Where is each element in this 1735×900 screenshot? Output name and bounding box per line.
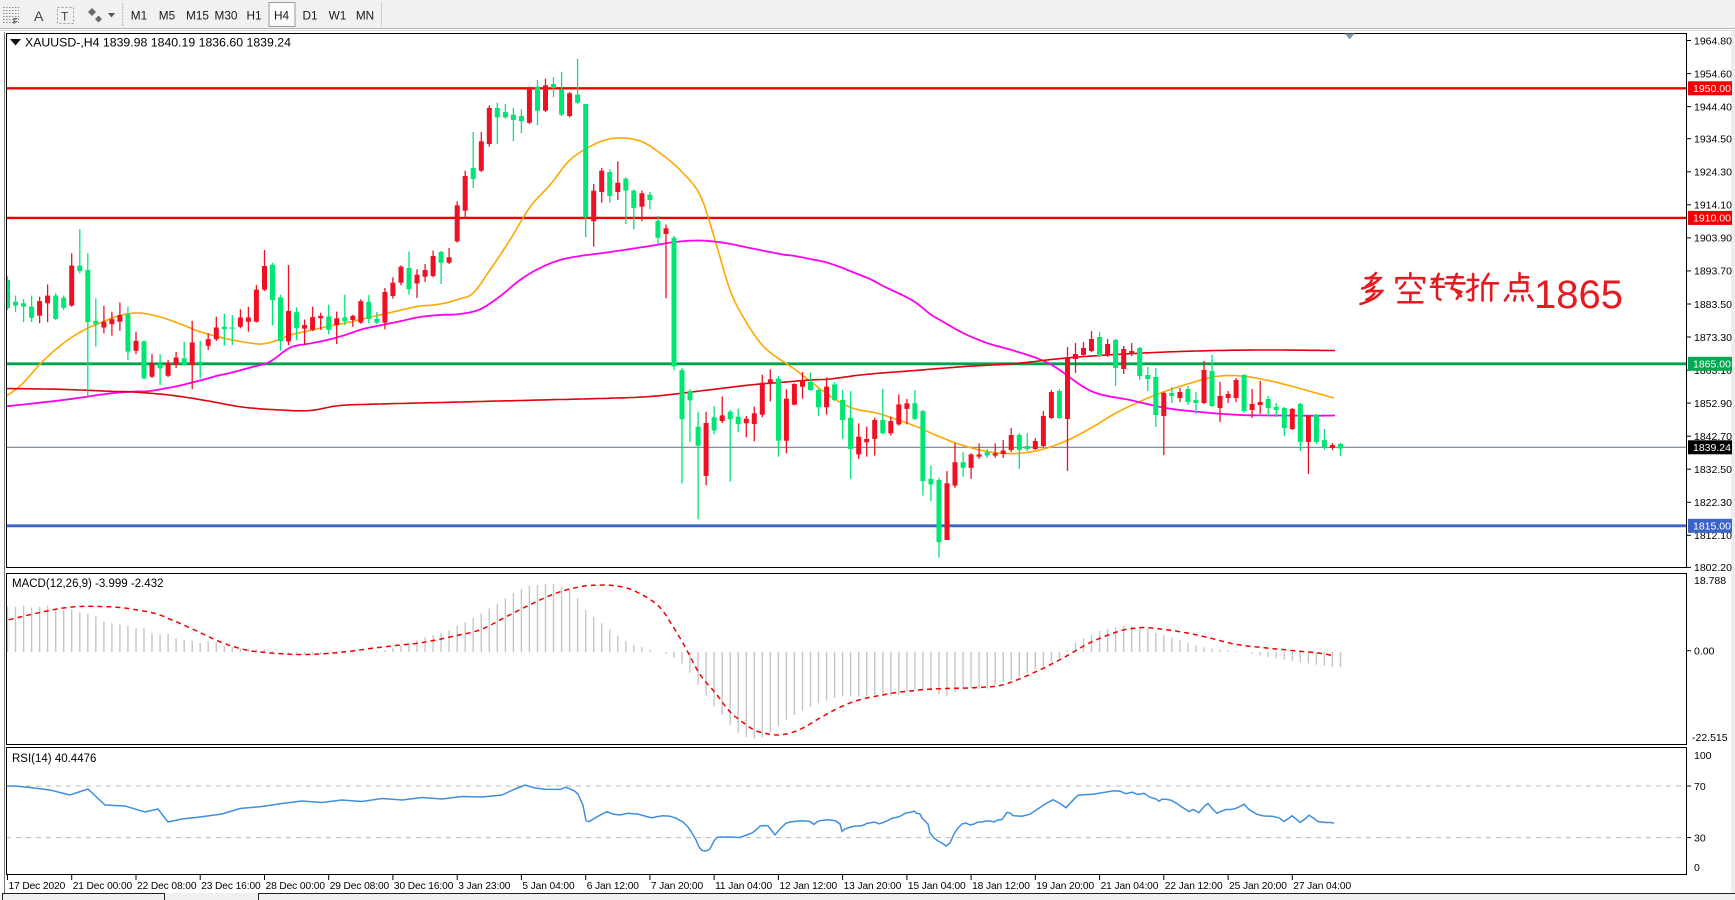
svg-text:W1: W1: [329, 9, 347, 23]
svg-text:30: 30: [1694, 832, 1706, 844]
svg-text:1964.80: 1964.80: [1694, 35, 1732, 47]
svg-text:M1: M1: [131, 9, 147, 23]
svg-text:70: 70: [1694, 781, 1706, 793]
svg-text:T: T: [61, 10, 69, 24]
svg-text:M30: M30: [215, 9, 238, 23]
svg-text:M15: M15: [186, 9, 209, 23]
svg-text:22 Dec 08:00: 22 Dec 08:00: [137, 881, 197, 892]
svg-text:1950.00: 1950.00: [1693, 83, 1731, 95]
svg-text:18.788: 18.788: [1694, 575, 1726, 587]
svg-text:-22.515: -22.515: [1692, 732, 1728, 744]
svg-text:1852.90: 1852.90: [1694, 398, 1732, 410]
svg-text:19 Jan 20:00: 19 Jan 20:00: [1036, 881, 1094, 892]
svg-text:21 Dec 00:00: 21 Dec 00:00: [73, 881, 133, 892]
svg-text:21 Jan 04:00: 21 Jan 04:00: [1101, 881, 1159, 892]
svg-text:18 Jan 12:00: 18 Jan 12:00: [972, 881, 1030, 892]
svg-text:30 Dec 16:00: 30 Dec 16:00: [394, 881, 454, 892]
svg-text:D1: D1: [302, 9, 317, 23]
svg-text:1954.60: 1954.60: [1694, 68, 1732, 80]
svg-text:1822.30: 1822.30: [1694, 497, 1732, 509]
svg-text:1842.70: 1842.70: [1694, 431, 1732, 443]
svg-text:1934.50: 1934.50: [1694, 134, 1732, 146]
svg-text:MACD(12,26,9) -3.999 -2.432: MACD(12,26,9) -3.999 -2.432: [12, 578, 164, 590]
svg-text:3 Jan 23:00: 3 Jan 23:00: [458, 881, 511, 892]
svg-text:29 Dec 08:00: 29 Dec 08:00: [330, 881, 390, 892]
svg-text:11 Jan 04:00: 11 Jan 04:00: [715, 881, 772, 892]
svg-text:H4: H4: [274, 9, 290, 23]
svg-text:F: F: [13, 17, 18, 26]
svg-text:1883.50: 1883.50: [1694, 299, 1732, 311]
svg-text:1802.20: 1802.20: [1694, 562, 1732, 574]
svg-text:0.00: 0.00: [1694, 646, 1715, 658]
svg-text:15 Jan 04:00: 15 Jan 04:00: [908, 881, 966, 892]
svg-text:1914.10: 1914.10: [1694, 200, 1732, 212]
svg-text:13 Jan 20:00: 13 Jan 20:00: [844, 881, 902, 892]
svg-text:H1: H1: [246, 9, 261, 23]
svg-text:6 Jan 12:00: 6 Jan 12:00: [587, 881, 640, 892]
svg-text:23 Dec 16:00: 23 Dec 16:00: [201, 881, 261, 892]
svg-text:1832.50: 1832.50: [1694, 464, 1732, 476]
svg-text:XAUUSD-,H4 1839.98 1840.19 18: XAUUSD-,H4 1839.98 1840.19 1836.60 1839.…: [25, 36, 291, 50]
svg-text:1865: 1865: [1534, 273, 1623, 317]
svg-text:0: 0: [1694, 862, 1700, 874]
svg-text:A: A: [34, 8, 44, 24]
svg-text:1893.70: 1893.70: [1694, 266, 1732, 278]
svg-text:22 Jan 12:00: 22 Jan 12:00: [1165, 881, 1223, 892]
svg-text:RSI(14) 40.4476: RSI(14) 40.4476: [12, 753, 96, 765]
svg-text:1812.10: 1812.10: [1694, 530, 1732, 542]
svg-text:1944.40: 1944.40: [1694, 101, 1732, 113]
svg-text:25 Jan 20:00: 25 Jan 20:00: [1229, 881, 1287, 892]
svg-text:1865.00: 1865.00: [1693, 359, 1731, 371]
svg-text:17 Dec 2020: 17 Dec 2020: [9, 881, 66, 892]
svg-text:1815.00: 1815.00: [1693, 521, 1731, 533]
svg-text:7 Jan 20:00: 7 Jan 20:00: [651, 881, 704, 892]
svg-text:28 Dec 00:00: 28 Dec 00:00: [266, 881, 326, 892]
svg-text:5 Jan 04:00: 5 Jan 04:00: [522, 881, 575, 892]
svg-text:1839.24: 1839.24: [1693, 442, 1731, 454]
svg-text:MN: MN: [356, 9, 374, 23]
svg-text:100: 100: [1694, 750, 1712, 762]
svg-text:1903.90: 1903.90: [1694, 233, 1732, 245]
svg-text:12 Jan 12:00: 12 Jan 12:00: [779, 881, 837, 892]
svg-text:1924.30: 1924.30: [1694, 167, 1732, 179]
svg-text:1910.00: 1910.00: [1693, 213, 1731, 225]
svg-text:1873.30: 1873.30: [1694, 332, 1732, 344]
svg-text:M5: M5: [159, 9, 176, 23]
svg-text:27 Jan 04:00: 27 Jan 04:00: [1293, 881, 1351, 892]
